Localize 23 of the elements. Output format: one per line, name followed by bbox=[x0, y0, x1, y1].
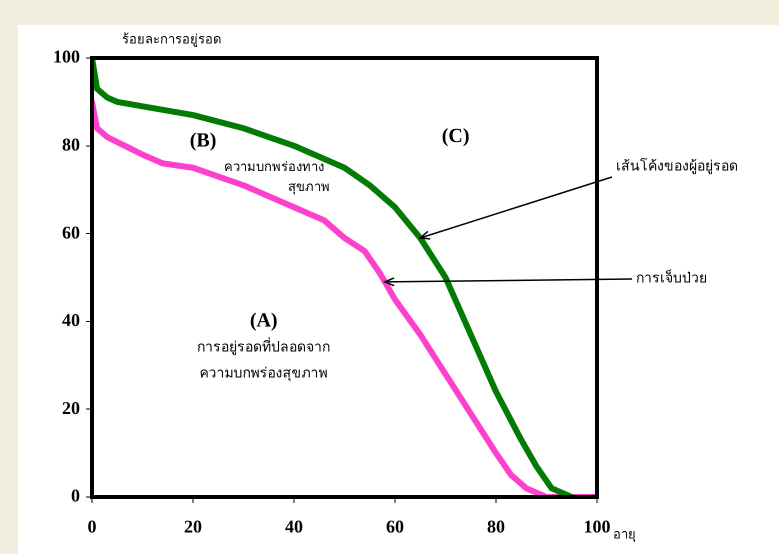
y-tick-label: 80 bbox=[62, 134, 80, 154]
annotation: สุขภาพ bbox=[288, 180, 330, 195]
annotation: (C) bbox=[442, 125, 470, 148]
x-tick-label: 20 bbox=[184, 516, 202, 536]
annotation: เส้นโค้งของผู้อยู่รอด bbox=[616, 158, 738, 175]
annotation: (A) bbox=[250, 310, 278, 332]
y-tick-label: 20 bbox=[62, 398, 80, 418]
x-tick-label: 80 bbox=[487, 516, 505, 536]
x-axis-title: อายุ bbox=[613, 527, 636, 542]
x-tick-label: 60 bbox=[386, 516, 404, 536]
annotation: ความบกพร่องทาง bbox=[224, 160, 324, 176]
x-tick-label: 0 bbox=[88, 516, 96, 536]
x-tick-label: 100 bbox=[584, 516, 610, 536]
y-axis-title: ร้อยละการอยู่รอด bbox=[122, 32, 221, 48]
x-tick-label: 40 bbox=[285, 516, 303, 536]
annotation: การอยู่รอดที่ปลอดจาก bbox=[197, 337, 330, 356]
annotation: (B) bbox=[190, 130, 216, 152]
annotation: ความบกพร่องสุขภาพ bbox=[200, 366, 328, 382]
annotation: การเจ็บป่วย bbox=[636, 268, 707, 287]
y-tick-label: 40 bbox=[62, 310, 80, 330]
y-tick-label: 100 bbox=[53, 46, 80, 67]
y-tick-label: 0 bbox=[71, 486, 80, 506]
y-tick-label: 60 bbox=[62, 222, 80, 242]
